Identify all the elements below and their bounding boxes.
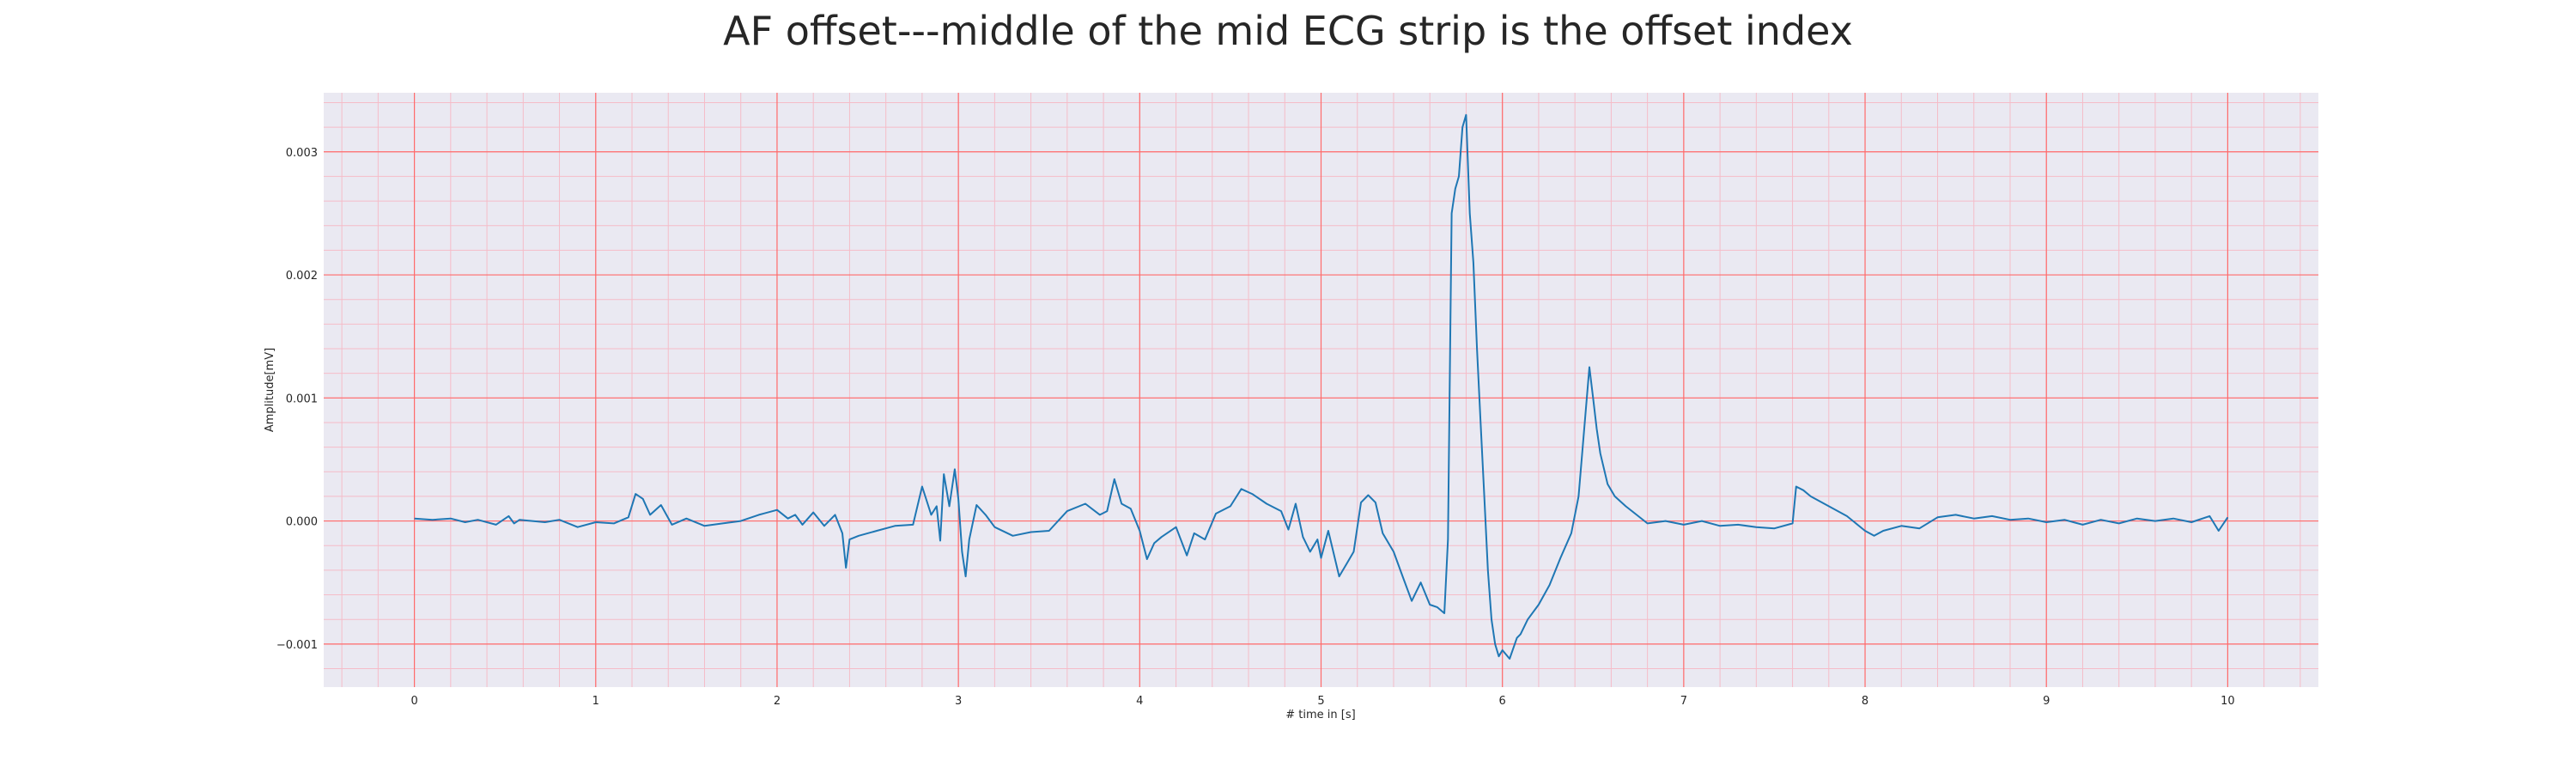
- x-tick-label: 0: [410, 695, 417, 708]
- x-tick-label: 9: [2043, 695, 2050, 708]
- y-tick-label: −0.001: [276, 639, 318, 652]
- y-tick-label: 0.000: [286, 516, 318, 529]
- x-tick-label: 3: [955, 695, 962, 708]
- x-axis-label: # time in [s]: [1285, 709, 1355, 721]
- x-tick-label: 6: [1499, 695, 1506, 708]
- x-tick-label: 7: [1680, 695, 1687, 708]
- y-tick-label: 0.002: [286, 270, 318, 283]
- major-grid: [324, 93, 2318, 687]
- x-tick-label: 8: [1862, 695, 1868, 708]
- x-tick-label: 4: [1136, 695, 1143, 708]
- x-tick-label: 2: [774, 695, 781, 708]
- x-axis-ticks: 0 1 2 3 4 5 6 7 8 9 10: [410, 695, 2234, 708]
- y-tick-label: 0.001: [286, 393, 318, 405]
- ecg-series-line: [414, 113, 2229, 660]
- y-axis-ticks: −0.001 0.000 0.001 0.002 0.003: [276, 147, 318, 652]
- y-axis-label: Amplitude[mV]: [264, 348, 276, 432]
- x-tick-label: 5: [1317, 695, 1324, 708]
- series-layer: [414, 113, 2229, 660]
- x-tick-label: 10: [2221, 695, 2235, 708]
- x-tick-label: 1: [592, 695, 599, 708]
- chart-title: AF offset---middle of the mid ECG strip …: [723, 8, 1853, 54]
- y-tick-label: 0.003: [286, 147, 318, 160]
